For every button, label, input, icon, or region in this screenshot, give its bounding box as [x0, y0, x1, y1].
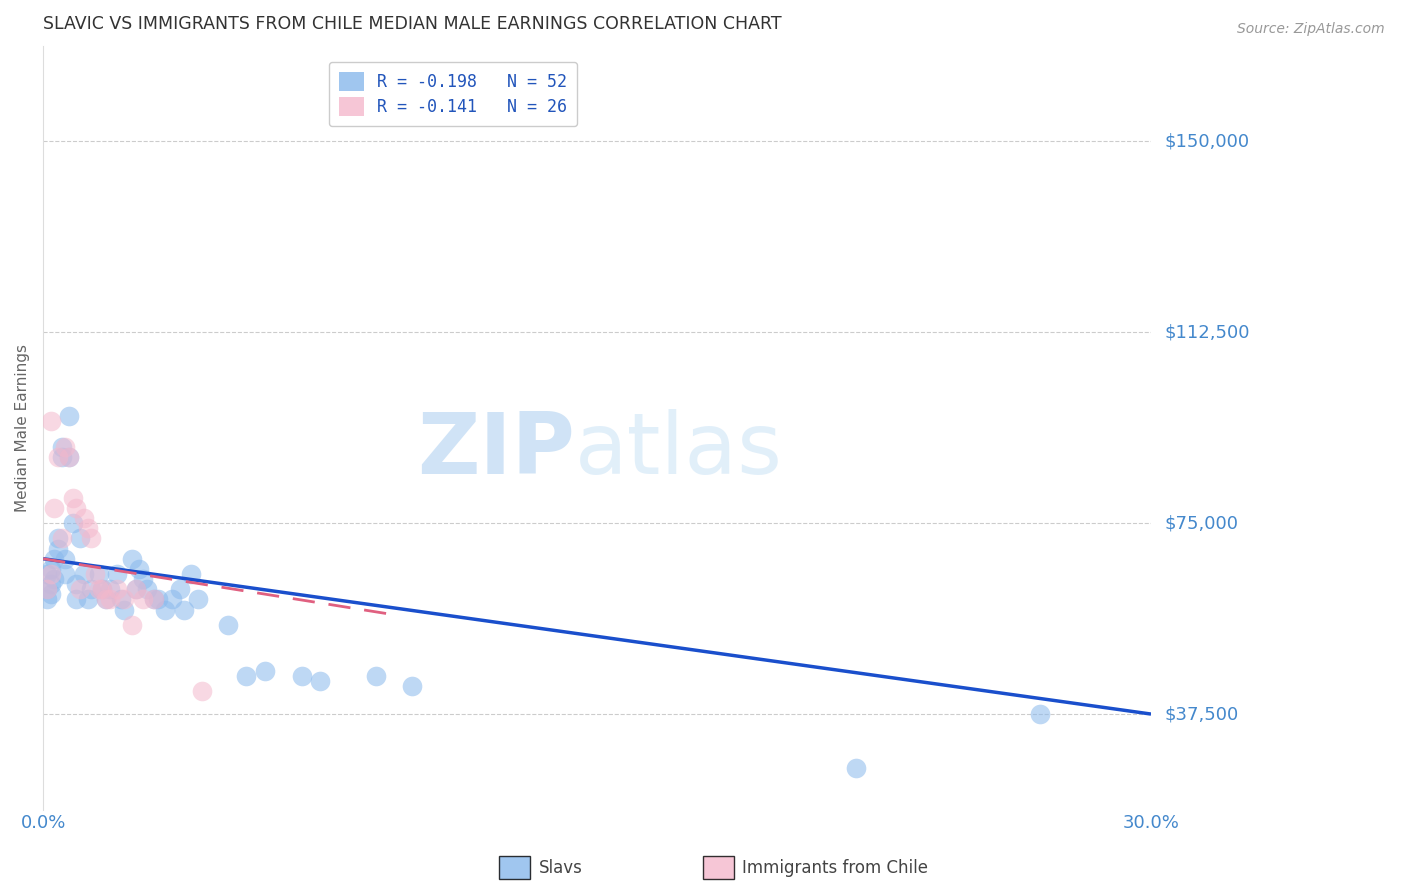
- Point: [87, 582, 110, 597]
- Point: [143, 592, 166, 607]
- Text: SLAVIC VS IMMIGRANTS FROM CHILE MEDIAN MALE EARNINGS CORRELATION CHART: SLAVIC VS IMMIGRANTS FROM CHILE MEDIAN M…: [44, 15, 782, 33]
- Point: [91, 582, 114, 597]
- Point: [65, 500, 87, 515]
- Point: [53, 440, 76, 454]
- Point: [105, 567, 128, 582]
- Text: $75,000: $75,000: [1166, 514, 1239, 533]
- Legend: R = -0.198   N = 52, R = -0.141   N = 26: R = -0.198 N = 52, R = -0.141 N = 26: [329, 62, 578, 126]
- Point: [65, 592, 87, 607]
- Point: [110, 592, 132, 607]
- Point: [91, 582, 114, 597]
- Point: [46, 532, 69, 546]
- Point: [46, 450, 69, 464]
- Point: [94, 592, 117, 607]
- Point: [53, 551, 76, 566]
- Point: [44, 551, 66, 566]
- Point: [114, 592, 136, 607]
- Point: [35, 567, 58, 582]
- Point: [58, 450, 80, 464]
- Point: [39, 562, 62, 576]
- Point: [169, 582, 191, 597]
- Point: [51, 450, 73, 464]
- Point: [35, 592, 58, 607]
- Text: Immigrants from Chile: Immigrants from Chile: [742, 859, 928, 877]
- Point: [98, 592, 121, 607]
- Text: $37,500: $37,500: [1166, 705, 1239, 723]
- Point: [46, 541, 69, 556]
- Point: [80, 532, 103, 546]
- Point: [83, 567, 105, 582]
- Point: [235, 669, 257, 683]
- Point: [401, 679, 423, 693]
- Point: [44, 500, 66, 515]
- Point: [291, 669, 314, 683]
- Point: [114, 602, 136, 616]
- Point: [51, 532, 73, 546]
- Point: [62, 516, 84, 530]
- Point: [143, 592, 166, 607]
- Text: $112,500: $112,500: [1166, 323, 1250, 341]
- Point: [35, 582, 58, 597]
- Point: [76, 592, 98, 607]
- Point: [1029, 707, 1052, 722]
- Point: [53, 567, 76, 582]
- Point: [73, 567, 96, 582]
- Point: [187, 592, 209, 607]
- Point: [44, 572, 66, 586]
- Point: [180, 567, 202, 582]
- Text: Slavs: Slavs: [538, 859, 582, 877]
- Point: [121, 618, 143, 632]
- Point: [146, 592, 169, 607]
- Point: [35, 582, 58, 597]
- Point: [162, 592, 184, 607]
- Point: [39, 414, 62, 428]
- Point: [124, 582, 146, 597]
- Point: [69, 582, 91, 597]
- Point: [253, 664, 276, 678]
- Point: [121, 551, 143, 566]
- Point: [73, 511, 96, 525]
- Point: [217, 618, 239, 632]
- Point: [128, 562, 150, 576]
- Text: atlas: atlas: [575, 409, 783, 492]
- Point: [39, 567, 62, 582]
- Point: [105, 582, 128, 597]
- Text: ZIP: ZIP: [418, 409, 575, 492]
- Point: [98, 582, 121, 597]
- Point: [80, 582, 103, 597]
- Point: [132, 592, 155, 607]
- Point: [39, 587, 62, 601]
- Point: [132, 572, 155, 586]
- Point: [58, 450, 80, 464]
- Point: [845, 760, 868, 774]
- Point: [65, 577, 87, 591]
- Point: [62, 491, 84, 505]
- Point: [173, 602, 195, 616]
- Point: [135, 582, 157, 597]
- Point: [51, 440, 73, 454]
- Point: [191, 684, 214, 698]
- Point: [153, 602, 176, 616]
- Point: [39, 577, 62, 591]
- Point: [69, 532, 91, 546]
- Point: [58, 409, 80, 424]
- Text: Source: ZipAtlas.com: Source: ZipAtlas.com: [1237, 22, 1385, 37]
- Y-axis label: Median Male Earnings: Median Male Earnings: [15, 343, 30, 512]
- Point: [94, 592, 117, 607]
- Point: [309, 673, 332, 688]
- Point: [124, 582, 146, 597]
- Point: [364, 669, 387, 683]
- Text: $150,000: $150,000: [1166, 132, 1250, 150]
- Point: [76, 521, 98, 535]
- Point: [87, 567, 110, 582]
